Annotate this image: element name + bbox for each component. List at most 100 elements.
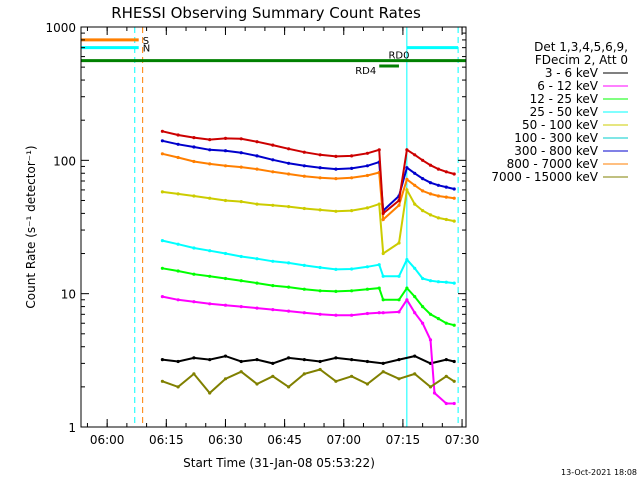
legend-label-0: 3 - 6 keV [545,66,599,80]
series-9-point-1 [176,133,180,137]
series-3-point-23 [452,281,456,285]
series-7-point-8 [287,172,291,176]
series-7-point-7 [271,170,275,174]
series-6-point-1 [176,142,180,146]
series-7-point-1 [176,155,180,160]
series-7-point-23 [452,196,456,200]
series-9-point-11 [334,154,338,158]
series-9-point-15 [381,211,385,215]
series-9-point-10 [318,153,322,157]
legend-label-1: 6 - 12 keV [537,79,599,93]
series-4-point-13 [365,206,369,210]
x-tick-label-6: 07:30 [445,433,480,447]
series-8-point-18 [444,374,448,378]
series-2-point-14 [377,286,381,290]
series-6-point-18 [413,171,417,175]
series-8-point-17 [428,385,433,389]
series-0-point-11 [334,356,338,360]
series-0-point-18 [444,358,448,362]
series-4-point-2 [192,194,196,198]
series-1-point-17 [405,298,409,302]
series-0-point-5 [239,359,243,364]
series-0-point-7 [271,361,275,365]
series-4-point-3 [208,196,212,200]
series-7-point-6 [255,167,259,171]
series-7-point-13 [365,173,369,178]
series-3-point-16 [397,274,401,278]
series-7-point-15 [381,217,385,222]
x-tick-label-0: 06:00 [90,433,125,447]
flag-label-n: N [143,44,150,55]
series-3-point-21 [436,280,440,284]
series-9-point-7 [271,143,275,147]
series-6-point-19 [421,177,425,181]
series-9-point-23 [452,172,456,176]
series-7-point-5 [239,165,243,169]
series-8-point-9 [302,372,306,376]
series-3-point-22 [444,280,448,284]
vertical-lines-layer [134,27,459,427]
legend-label-6: 300 - 800 keV [514,144,598,158]
series-3-point-10 [318,265,322,270]
x-tick-label-5: 07:15 [386,433,421,447]
legend-label-2: 12 - 25 keV [530,92,599,106]
series-4-point-16 [397,241,401,245]
series-8-point-1 [176,385,180,389]
series-1-point-1 [176,298,180,302]
series-2-point-18 [413,295,417,299]
series-3-point-18 [413,266,417,270]
series-8-point-10 [318,367,322,372]
series-7-point-22 [444,195,448,199]
legend: Det 1,3,4,5,6,9,FDecim 2, Att 03 - 6 keV… [491,40,628,184]
series-8-point-13 [365,382,369,386]
series-2-point-13 [365,287,369,291]
x-tick-label-3: 06:45 [267,433,302,447]
series-4-point-19 [421,209,425,213]
series-8-point-16 [413,372,417,376]
series-4-point-12 [350,209,354,213]
x-tick-label-4: 07:00 [326,433,361,447]
series-3-point-14 [377,263,381,267]
series-1-point-12 [350,313,354,317]
series-2-point-2 [192,272,196,276]
series-0-point-14 [381,361,385,365]
series-9-point-8 [287,147,291,151]
series-line-4 [162,186,455,256]
series-4-point-8 [287,205,291,209]
series-3-point-5 [239,254,243,259]
series-1-point-2 [192,300,196,304]
series-9-point-4 [223,136,228,140]
series-2-point-6 [255,281,259,285]
series-3-point-8 [287,261,291,265]
series-3-point-19 [421,276,425,281]
series-8-point-7 [271,374,275,378]
series-2-point-16 [397,298,401,302]
series-6-point-9 [302,164,306,168]
series-6-point-23 [452,187,456,191]
series-6-point-4 [223,149,228,153]
series-6-point-3 [208,148,212,152]
series-9-point-21 [436,167,440,171]
series-6-point-6 [255,154,259,158]
series-2-point-7 [271,284,275,288]
series-9-point-13 [365,151,369,155]
flag-label-rd4: RD4 [355,66,376,77]
series-2-point-0 [160,266,164,270]
legend-label-4: 50 - 100 keV [522,118,599,132]
series-3-point-6 [255,257,259,261]
series-3-point-20 [428,279,433,283]
series-3-point-12 [350,267,354,271]
series-4-point-20 [428,213,433,217]
x-tick-label-2: 06:30 [208,433,243,447]
y-axis-label: Count Rate (s⁻¹ detector⁻¹) [24,145,38,308]
series-8-point-12 [350,374,354,378]
x-tick-label-1: 06:15 [149,433,184,447]
series-1-point-11 [334,313,338,317]
series-1-point-4 [223,303,228,307]
series-7-point-3 [208,162,212,166]
series-7-point-4 [223,164,228,168]
series-1-point-3 [208,302,212,306]
series-6-point-7 [271,158,275,162]
series-0-point-16 [413,354,417,358]
series-8-point-8 [287,385,291,389]
